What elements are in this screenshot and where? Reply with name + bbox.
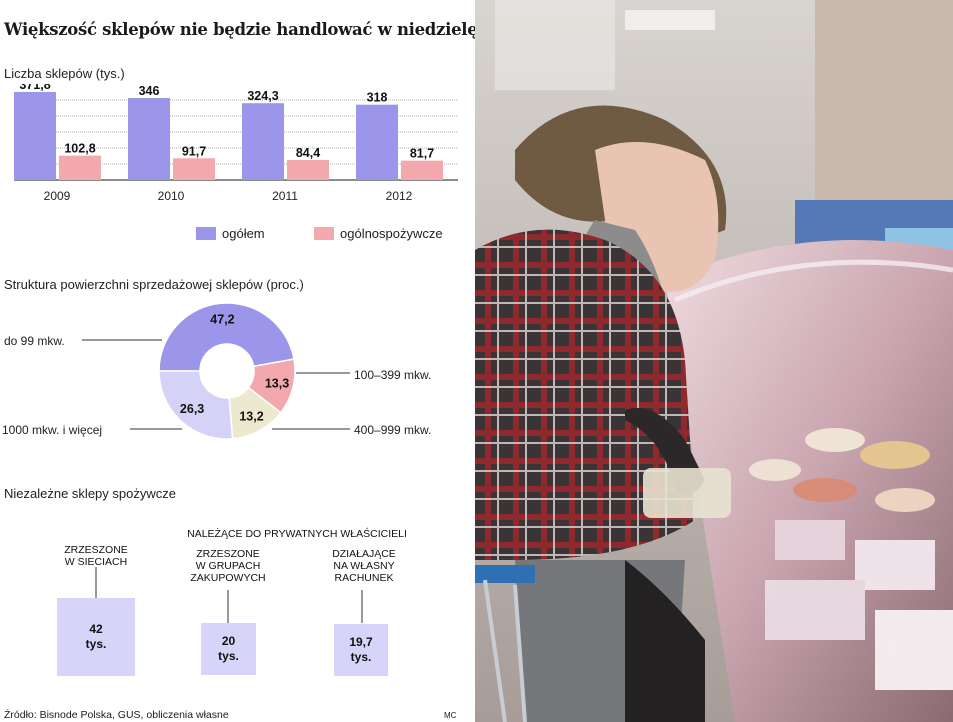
- box-3-caption: DZIAŁAJĄCE NA WŁASNY RACHUNEK: [308, 548, 420, 584]
- box-1-caption-line: W SIECIACH: [64, 556, 128, 568]
- pie-value-label: 26,3: [180, 402, 204, 416]
- box-1-value: 42: [89, 622, 103, 636]
- pie-chart: 47,2 13,3 13,2 26,3: [82, 302, 350, 440]
- bar-value-label: 318: [367, 91, 388, 105]
- bar-grocery-2012: [401, 160, 443, 180]
- infographic: Większość sklepów nie będzie handlować w…: [0, 0, 478, 722]
- pie-slice-4: [158, 370, 234, 440]
- bar-chart-labels: 371,8 102,8 346 91,7 324,3 84,4 318 81,7: [19, 84, 434, 161]
- shopper-photo-illustration: [475, 0, 953, 722]
- box-2-caption-line: ZAKUPOWYCH: [190, 572, 266, 584]
- pie-chart-values: 47,2 13,3 13,2 26,3: [180, 313, 289, 424]
- bar-total-2012: [356, 104, 398, 180]
- x-tick-label: 2009: [44, 189, 71, 203]
- bar-value-label: 324,3: [247, 89, 278, 103]
- bar-value-label: 102,8: [64, 142, 95, 156]
- legend-swatch-total: [196, 227, 216, 240]
- bar-grocery-2011: [287, 160, 329, 180]
- bar-grocery-2009: [59, 155, 101, 180]
- box-2-caption-line: W GRUPACH: [195, 560, 261, 572]
- bar-value-label: 84,4: [296, 146, 320, 160]
- box-3-caption-line: NA WŁASNY: [333, 560, 395, 572]
- box-1: 42 tys.: [57, 598, 135, 676]
- shopper-photo: [475, 0, 953, 722]
- pie-label-do-99: do 99 mkw.: [4, 334, 65, 348]
- box-3-unit: tys.: [350, 650, 372, 664]
- pie-chart-leaders: [82, 339, 350, 430]
- bar-grocery-2010: [173, 158, 215, 180]
- bar-value-label: 91,7: [182, 144, 206, 158]
- bar-total-2010: [128, 98, 170, 180]
- box-3: 19,7 tys.: [334, 624, 388, 676]
- pie-label-1000-plus: 1000 mkw. i więcej: [2, 423, 103, 437]
- box-1-unit: tys.: [85, 637, 107, 651]
- x-tick-label: 2012: [386, 189, 413, 203]
- pie-label-100-399: 100–399 mkw.: [354, 368, 432, 382]
- infographic-title: Większość sklepów nie będzie handlować w…: [4, 20, 478, 39]
- bar-total-2009: [14, 91, 56, 180]
- legend-label-grocery: ogólnospożywcze: [340, 226, 443, 241]
- legend-swatch-grocery: [314, 227, 334, 240]
- bar-value-label: 371,8: [19, 84, 50, 92]
- legend-label-total: ogółem: [222, 226, 265, 241]
- author-credit: MC: [444, 711, 457, 720]
- box-3-caption-line: DZIAŁAJĄCE: [332, 548, 396, 560]
- box-2-value: 20: [221, 634, 236, 648]
- group-header: NALEŻĄCE DO PRYWATNYCH WŁAŚCICIELI: [187, 528, 407, 540]
- box-1-caption-line: ZRZESZONE: [64, 544, 128, 556]
- x-tick-label: 2010: [158, 189, 185, 203]
- independent-title: Niezależne sklepy spożywcze: [4, 486, 176, 501]
- bar-chart-title: Liczba sklepów (tys.): [4, 66, 125, 81]
- box-3-value: 19,7: [349, 635, 373, 649]
- pie-slice-1: [158, 302, 295, 372]
- pie-chart-title: Struktura powierzchni sprzedażowej sklep…: [4, 277, 304, 292]
- bar-chart-x-ticks: 2009 2010 2011 2012: [44, 189, 413, 203]
- bar-chart-legend: ogółem ogólnospożywcze: [196, 226, 443, 241]
- pie-value-label: 13,3: [265, 376, 289, 390]
- pie-chart-slices: [158, 302, 296, 440]
- box-2-caption: ZRZESZONE W GRUPACH ZAKUPOWYCH: [172, 548, 284, 584]
- bar-chart-marks: [14, 91, 443, 180]
- pie-value-label: 47,2: [210, 313, 234, 327]
- bar-value-label: 346: [139, 84, 160, 98]
- box-3-caption-line: RACHUNEK: [334, 572, 394, 584]
- source-note: Źródło: Bisnode Polska, GUS, obliczenia …: [4, 709, 229, 721]
- pie-value-label: 13,2: [239, 409, 263, 423]
- box-2: 20 tys.: [201, 623, 256, 675]
- x-tick-label: 2011: [272, 189, 298, 203]
- pie-label-400-999: 400–999 mkw.: [354, 423, 432, 437]
- bar-value-label: 81,7: [410, 147, 434, 161]
- independent-connectors: [95, 567, 363, 623]
- bar-total-2011: [242, 103, 284, 180]
- box-2-caption-line: ZRZESZONE: [196, 548, 260, 560]
- box-1-caption: ZRZESZONE W SIECIACH: [40, 544, 152, 568]
- box-2-unit: tys.: [218, 649, 239, 663]
